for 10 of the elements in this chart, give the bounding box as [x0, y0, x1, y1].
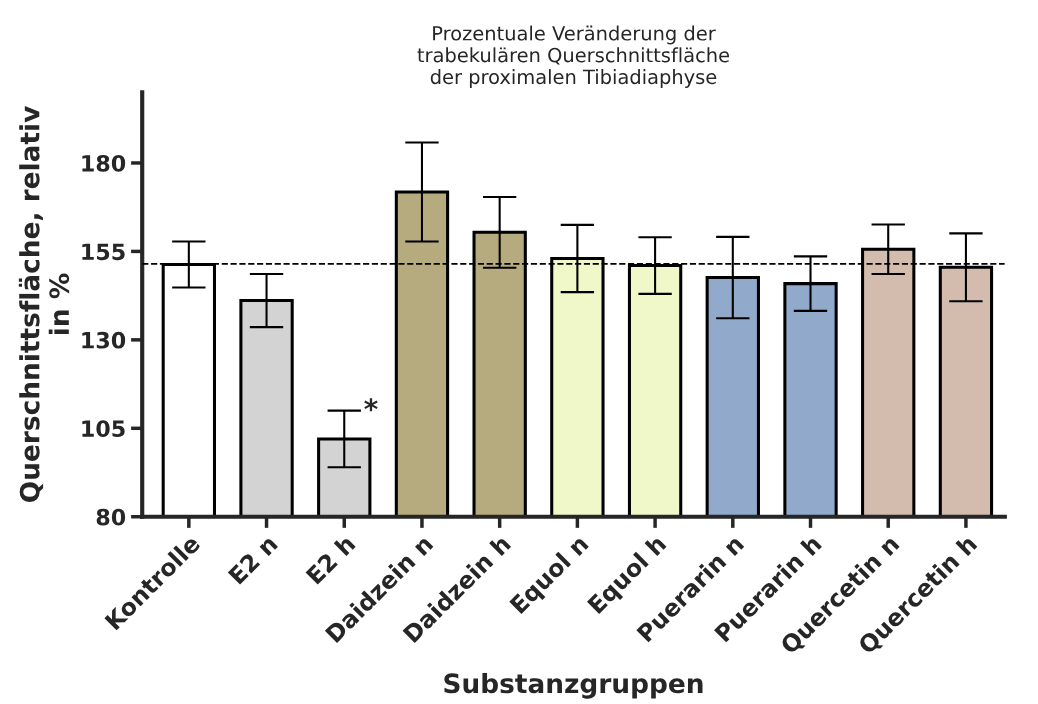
chart-title: Prozentuale Veränderung der trabekulären Querschnittsfläche der proximalen Tibiadiaphyse — [417, 25, 730, 88]
y-tick-label: 105 — [82, 420, 125, 438]
x-tick-label: E2 n — [227, 534, 278, 585]
y-tick-label: 180 — [82, 154, 126, 172]
y-axis-title: Querschnittsfläche, relativ in % — [18, 106, 70, 502]
y-tick-label: 155 — [82, 243, 125, 261]
y-tick-label: 130 — [82, 331, 126, 349]
y-tick-label: 80 — [96, 508, 126, 526]
annotation: * — [364, 398, 378, 412]
x-axis-title: Substanzgruppen — [444, 672, 703, 699]
